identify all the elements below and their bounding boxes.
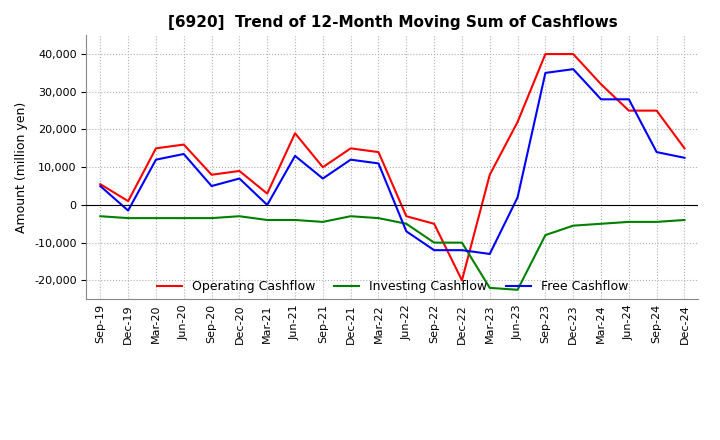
- Free Cashflow: [402, 229, 410, 234]
- Free Cashflow: [597, 97, 606, 102]
- Operating Cashflow: [124, 198, 132, 204]
- Operating Cashflow: [680, 146, 689, 151]
- Investing Cashflow: [485, 285, 494, 290]
- Free Cashflow: [207, 183, 216, 189]
- Free Cashflow: [124, 208, 132, 213]
- Free Cashflow: [513, 195, 522, 200]
- Free Cashflow: [291, 153, 300, 158]
- Operating Cashflow: [374, 150, 383, 155]
- Operating Cashflow: [346, 146, 355, 151]
- Operating Cashflow: [179, 142, 188, 147]
- Free Cashflow: [263, 202, 271, 208]
- Investing Cashflow: [124, 216, 132, 221]
- Investing Cashflow: [513, 287, 522, 293]
- Operating Cashflow: [318, 165, 327, 170]
- Investing Cashflow: [96, 213, 104, 219]
- Operating Cashflow: [597, 81, 606, 87]
- Free Cashflow: [374, 161, 383, 166]
- Operating Cashflow: [458, 278, 467, 283]
- Operating Cashflow: [569, 51, 577, 57]
- Free Cashflow: [179, 151, 188, 157]
- Operating Cashflow: [96, 182, 104, 187]
- Operating Cashflow: [485, 172, 494, 177]
- Free Cashflow: [96, 183, 104, 189]
- Investing Cashflow: [346, 213, 355, 219]
- Investing Cashflow: [179, 216, 188, 221]
- Operating Cashflow: [513, 119, 522, 125]
- Free Cashflow: [346, 157, 355, 162]
- Investing Cashflow: [458, 240, 467, 245]
- Line: Investing Cashflow: Investing Cashflow: [100, 216, 685, 290]
- Operating Cashflow: [402, 213, 410, 219]
- Investing Cashflow: [597, 221, 606, 227]
- Investing Cashflow: [263, 217, 271, 223]
- Free Cashflow: [624, 97, 633, 102]
- Operating Cashflow: [624, 108, 633, 113]
- Operating Cashflow: [430, 221, 438, 227]
- Y-axis label: Amount (million yen): Amount (million yen): [16, 102, 29, 233]
- Investing Cashflow: [569, 223, 577, 228]
- Investing Cashflow: [374, 216, 383, 221]
- Investing Cashflow: [152, 216, 161, 221]
- Investing Cashflow: [402, 221, 410, 227]
- Free Cashflow: [430, 248, 438, 253]
- Free Cashflow: [680, 155, 689, 161]
- Investing Cashflow: [318, 219, 327, 224]
- Operating Cashflow: [235, 169, 243, 174]
- Line: Operating Cashflow: Operating Cashflow: [100, 54, 685, 280]
- Free Cashflow: [318, 176, 327, 181]
- Operating Cashflow: [152, 146, 161, 151]
- Investing Cashflow: [291, 217, 300, 223]
- Operating Cashflow: [541, 51, 550, 57]
- Operating Cashflow: [263, 191, 271, 196]
- Operating Cashflow: [652, 108, 661, 113]
- Free Cashflow: [569, 66, 577, 72]
- Free Cashflow: [458, 248, 467, 253]
- Investing Cashflow: [235, 213, 243, 219]
- Investing Cashflow: [652, 219, 661, 224]
- Free Cashflow: [485, 251, 494, 257]
- Investing Cashflow: [541, 232, 550, 238]
- Line: Free Cashflow: Free Cashflow: [100, 69, 685, 254]
- Investing Cashflow: [207, 216, 216, 221]
- Free Cashflow: [235, 176, 243, 181]
- Operating Cashflow: [207, 172, 216, 177]
- Investing Cashflow: [680, 217, 689, 223]
- Title: [6920]  Trend of 12-Month Moving Sum of Cashflows: [6920] Trend of 12-Month Moving Sum of C…: [168, 15, 617, 30]
- Legend: Operating Cashflow, Investing Cashflow, Free Cashflow: Operating Cashflow, Investing Cashflow, …: [152, 275, 633, 298]
- Investing Cashflow: [624, 219, 633, 224]
- Free Cashflow: [652, 150, 661, 155]
- Free Cashflow: [152, 157, 161, 162]
- Free Cashflow: [541, 70, 550, 76]
- Investing Cashflow: [430, 240, 438, 245]
- Operating Cashflow: [291, 131, 300, 136]
